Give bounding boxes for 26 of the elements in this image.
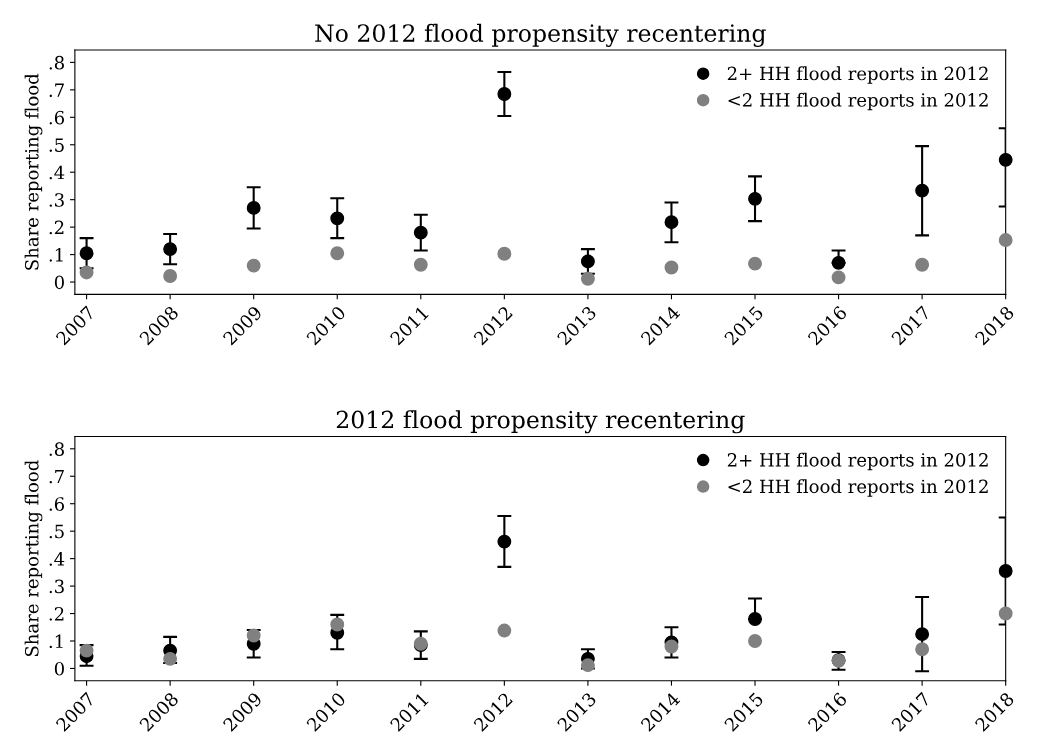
y-axis-title: Share reporting flood <box>24 460 43 657</box>
y-tick-label: 0 <box>54 275 64 290</box>
y-tick-label: .2 <box>49 220 64 235</box>
y-tick-label: 0 <box>54 661 64 676</box>
y-tick-label: .7 <box>49 83 64 97</box>
legend-label: <2 HH flood reports in 2012 <box>728 92 988 111</box>
y-tick-label: .1 <box>49 248 63 262</box>
y-tick-label: .4 <box>49 165 65 180</box>
y-tick-label: .4 <box>49 552 65 566</box>
y-tick-label: .5 <box>49 524 64 539</box>
y-tick-label: .2 <box>49 606 64 621</box>
y-axis-title: Share reporting flood <box>24 73 43 270</box>
legend-label: 2+ HH flood reports in 2012 <box>727 66 988 84</box>
y-tick-label: .3 <box>49 579 64 594</box>
y-tick-label: .7 <box>49 469 64 484</box>
chart-title: No 2012 flood propensity recentering <box>315 23 766 47</box>
y-tick-label: .3 <box>49 193 64 207</box>
y-tick-label: .8 <box>49 442 64 456</box>
chart-title: 2012 flood propensity recentering <box>336 410 745 434</box>
y-tick-label: .6 <box>49 110 65 125</box>
legend-label: 2+ HH flood reports in 2012 <box>727 452 988 471</box>
legend-label: <2 HH flood reports in 2012 <box>728 479 988 497</box>
y-tick-label: .6 <box>49 497 65 511</box>
y-tick-label: .5 <box>49 138 64 152</box>
y-tick-label: .1 <box>49 634 63 649</box>
y-tick-label: .8 <box>49 55 64 70</box>
